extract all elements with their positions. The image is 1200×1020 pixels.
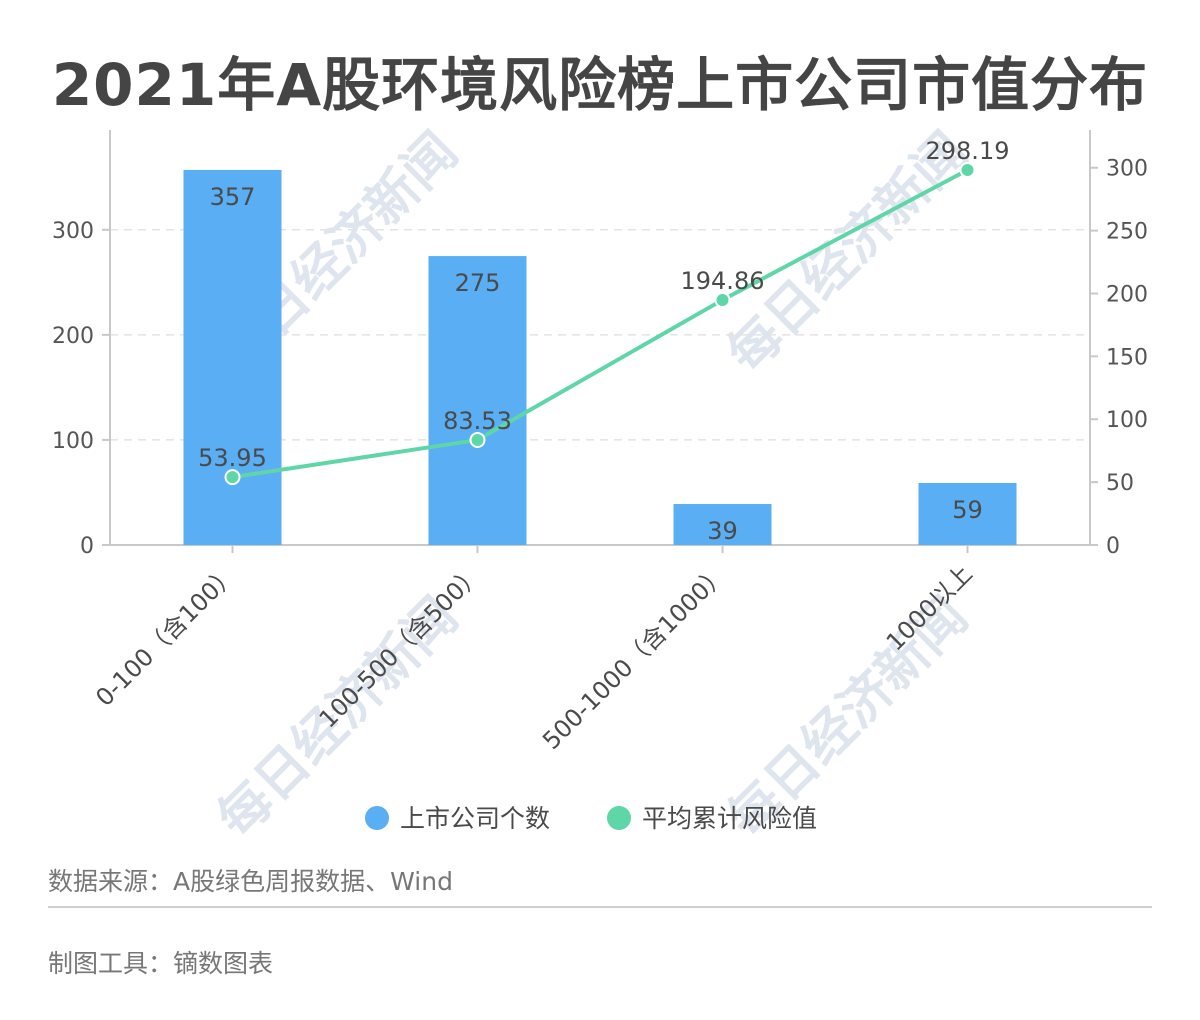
x-tick-label-2: 500-1000（含1000） xyxy=(537,559,733,755)
footer-divider xyxy=(48,906,1152,908)
risk-point-3 xyxy=(959,162,976,179)
y-left-tick-label-3: 300 xyxy=(52,219,94,244)
bar-label-0: 357 xyxy=(210,183,256,211)
bar-1 xyxy=(428,256,527,545)
data-labels: 357 275 39 59 53.95 83.53 194.86 298.19 xyxy=(198,137,1009,545)
bar-label-1: 275 xyxy=(455,269,501,297)
line-series xyxy=(224,162,976,486)
bar-label-2: 39 xyxy=(707,517,738,545)
y-right-tick-label-4: 200 xyxy=(1106,282,1148,307)
grid-lines xyxy=(110,229,1090,441)
risk-point-0 xyxy=(224,469,241,486)
risk-point-1 xyxy=(469,431,486,448)
source-note: 数据来源：A股绿色周报数据、Wind xyxy=(48,867,453,896)
legend-swatch-bars xyxy=(365,806,389,830)
bar-2 xyxy=(673,504,772,545)
y-left-tick-label-1: 100 xyxy=(52,429,94,454)
y-left-tick-label-0: 0 xyxy=(80,534,94,559)
risk-point-2 xyxy=(714,291,731,308)
x-tick-label-1: 100-500（含500） xyxy=(314,559,488,733)
risk-line xyxy=(232,168,969,480)
axes: 0 100 200 300 0 50 100 150 200 250 300 xyxy=(52,130,1148,559)
y-right-tick-label-2: 100 xyxy=(1106,408,1148,433)
x-tick-label-0: 0-100（含100） xyxy=(90,559,242,711)
chart-title: 2021年A股环境风险榜上市公司市值分布 xyxy=(51,51,1149,119)
risk-label-1: 83.53 xyxy=(443,407,512,435)
risk-label-3: 298.19 xyxy=(926,137,1010,165)
bar-series xyxy=(183,169,1017,545)
bar-label-3: 59 xyxy=(952,496,983,524)
y-right-tick-label-6: 300 xyxy=(1106,157,1148,182)
y-left-tick-label-2: 200 xyxy=(52,324,94,349)
y-right-tick-label-1: 50 xyxy=(1106,471,1134,496)
risk-label-2: 194.86 xyxy=(681,267,765,295)
bar-3 xyxy=(918,483,1017,545)
bar-0 xyxy=(183,169,282,545)
y-right-tick-label-0: 0 xyxy=(1106,534,1120,559)
tool-note: 制图工具：镝数图表 xyxy=(48,949,274,978)
legend-swatch-line xyxy=(607,806,631,830)
legend-label-bars: 上市公司个数 xyxy=(400,804,550,833)
y-right-tick-label-3: 150 xyxy=(1106,345,1148,370)
legend: 上市公司个数 平均累计风险值 xyxy=(365,804,817,833)
legend-label-line: 平均累计风险值 xyxy=(642,804,817,833)
y-right-tick-label-5: 250 xyxy=(1106,220,1148,245)
risk-label-0: 53.95 xyxy=(198,444,267,472)
